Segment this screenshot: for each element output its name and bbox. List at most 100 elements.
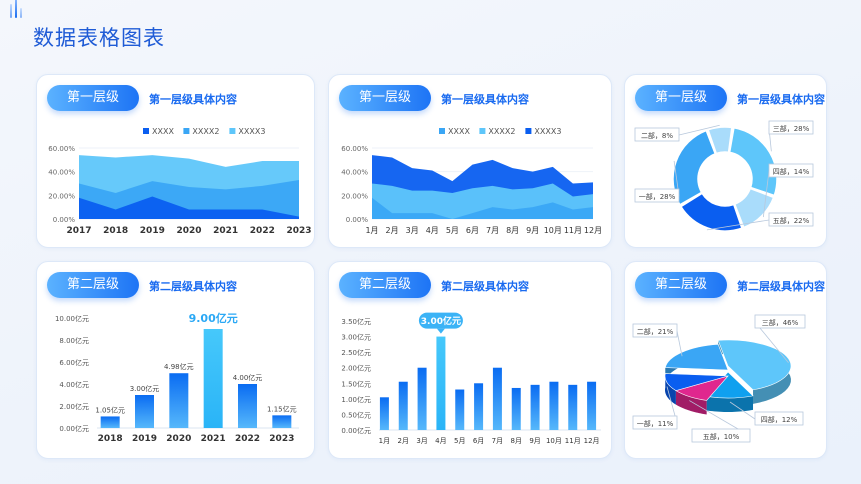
x-tick-label: 2019 (132, 434, 157, 444)
bar (203, 329, 223, 428)
slice-label-box (754, 411, 804, 426)
legend-swatch (439, 128, 445, 134)
bar-value-label: 1.05亿元 (95, 405, 125, 414)
donut-slice (672, 129, 717, 206)
x-tick-label: 2022 (235, 434, 260, 444)
card-area-yearly: 第一层级 第一层级具体内容 0.00% 20.00% 40.00% 60.00% XXX… (36, 74, 315, 248)
bar (436, 336, 446, 430)
leader-line (706, 219, 770, 231)
slice-label: 四部，14% (773, 167, 810, 176)
x-tick-label: 7月 (492, 437, 503, 445)
bar (587, 381, 597, 430)
x-tick-label: 12月 (584, 437, 600, 445)
x-tick-label: 3月 (406, 226, 419, 235)
bar-value-label: 1.15亿元 (267, 404, 297, 413)
x-tick-label: 6月 (473, 437, 484, 445)
area-series (79, 196, 299, 219)
card-pie-3d: 第二层级 第二层级具体内容 三部，46% 四部，12% 五部，10% 一部，11% 二部… (624, 261, 827, 459)
card-tag: 第一层级 (47, 85, 139, 111)
x-tick-label: 2021 (201, 434, 226, 444)
card-tag: 第一层级 (339, 85, 431, 111)
y-tick-label: 2.50亿元 (341, 348, 371, 357)
slice-label: 五部，22% (773, 216, 810, 225)
x-tick-label: 1月 (379, 437, 390, 445)
card-bar-monthly: 第二层级 第二层级具体内容 0.00亿元 0.50亿元 1.00亿元 1.50亿元 2.… (328, 261, 612, 459)
legend-label: XXXX (152, 127, 174, 136)
x-tick-label: 2020 (176, 226, 201, 236)
card-subtitle: 第二层级具体内容 (149, 280, 237, 293)
y-tick-label: 0.50亿元 (341, 410, 371, 419)
x-tick-label: 2018 (98, 434, 123, 444)
bar-chart-yearly: 0.00亿元 2.00亿元 4.00亿元 6.00亿元 8.00亿元 10.00亿元 201… (55, 311, 299, 444)
slice-label-box (768, 163, 814, 178)
y-tick-label: 2.00亿元 (59, 402, 89, 411)
pie-slice-top (717, 339, 792, 391)
bar (169, 373, 189, 428)
card-subtitle: 第二层级具体内容 (441, 280, 529, 293)
pie-slice-top (664, 344, 729, 371)
bar (272, 415, 292, 428)
legend-swatch (183, 128, 190, 134)
donut-chart: 二部，8% 三部，28% 四部，14% 五部，22% 一部，28% (634, 120, 814, 232)
leader-line (762, 170, 770, 218)
leader-line (754, 321, 789, 364)
slice-label-box (634, 188, 680, 203)
highlight-callout-pointer (436, 328, 445, 334)
card-donut: 第一层级 第一层级具体内容 二部，8% 三部，28% 四部，14% 五部，22% 一部，… (624, 74, 827, 248)
pie-slice-side (706, 395, 754, 412)
x-tick-label: 3月 (416, 437, 427, 445)
bar (100, 416, 120, 428)
x-tick-label: 2021 (213, 226, 238, 236)
y-tick-label: 10.00亿元 (55, 314, 89, 323)
bar (511, 387, 521, 430)
leader-line (678, 124, 720, 136)
legend-swatch (479, 128, 486, 134)
x-tick-label: 6月 (466, 226, 479, 235)
bar (455, 389, 465, 430)
donut-slice (707, 126, 733, 155)
card-subtitle: 第一层级具体内容 (149, 93, 237, 106)
x-tick-label: 2月 (386, 226, 399, 235)
legend-label: XXXX (448, 127, 470, 136)
x-tick-label: 9月 (526, 226, 539, 235)
slice-label-box (634, 127, 680, 142)
slice-label-box (632, 415, 678, 430)
bar-value-label: 4.98亿元 (164, 362, 194, 371)
bar-value-label: 3.00亿元 (130, 384, 160, 393)
y-tick-label: 40.00% (341, 169, 368, 177)
x-tick-label: 8月 (506, 226, 519, 235)
legend-label: XXXX3 (534, 127, 561, 136)
donut-slice (733, 187, 775, 229)
x-tick-label: 2019 (140, 226, 165, 236)
card-tag: 第二层级 (47, 272, 139, 298)
bar (549, 381, 559, 430)
legend-swatch (525, 128, 532, 134)
y-tick-label: 1.00亿元 (341, 395, 371, 404)
card-tag: 第一层级 (635, 85, 727, 111)
bar (474, 383, 484, 430)
bar (398, 381, 408, 430)
x-tick-label: 5月 (446, 226, 459, 235)
pie-slice-side (675, 390, 707, 415)
y-tick-label: 8.00亿元 (59, 336, 89, 345)
bar (492, 367, 502, 430)
y-tick-label: 60.00% (48, 145, 75, 153)
legend-swatch (229, 128, 236, 134)
x-tick-label: 2月 (398, 437, 409, 445)
y-tick-label: 40.00% (48, 169, 75, 177)
slice-label: 一部，11% (637, 419, 674, 428)
highlight-callout-label: 3.00亿元 (421, 315, 461, 327)
legend-label: XXXX2 (488, 127, 515, 136)
x-tick-label: 9月 (529, 437, 540, 445)
bar (530, 384, 540, 430)
x-tick-label: 10月 (544, 226, 562, 235)
y-tick-label: 20.00% (48, 192, 75, 200)
x-tick-label: 4月 (426, 226, 439, 235)
y-tick-label: 6.00亿元 (59, 358, 89, 367)
x-tick-label: 8月 (511, 437, 522, 445)
y-tick-label: 4.00亿元 (59, 380, 89, 389)
bar-chart-monthly: 0.00亿元 0.50亿元 1.00亿元 1.50亿元 2.00亿元 2.50亿元 3.00… (341, 312, 601, 445)
donut-slice (679, 192, 743, 232)
y-tick-label: 1.50亿元 (341, 379, 371, 388)
slice-label: 三部，28% (773, 124, 810, 133)
